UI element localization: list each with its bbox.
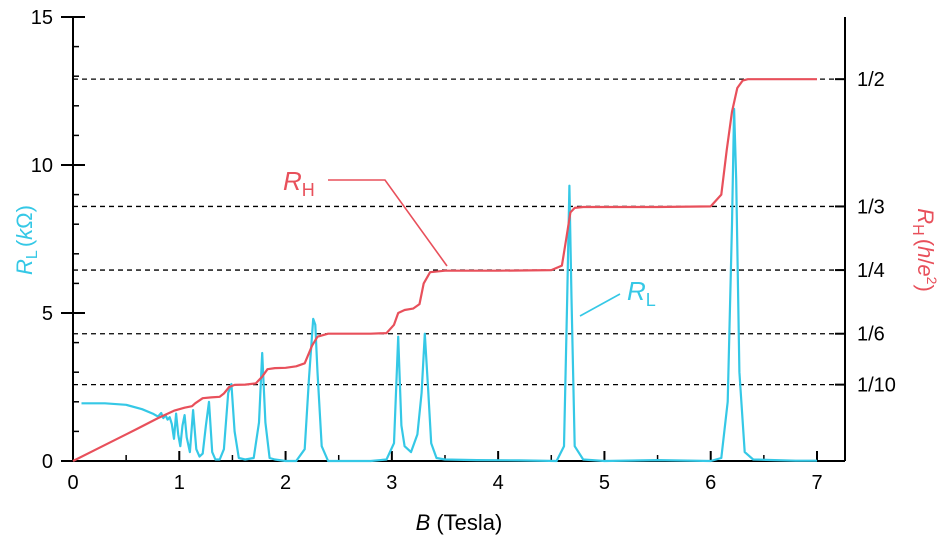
right-y-h: h: [913, 246, 938, 258]
right-y-e: e: [913, 264, 938, 276]
rh-annotation-sub: H: [302, 180, 315, 200]
right-axis-label: 1/3: [857, 196, 885, 218]
plot-frame: [72, 17, 846, 462]
x-tick-label: 4: [493, 472, 504, 494]
right-y-close: ): [913, 284, 938, 291]
x-tick-label: 7: [811, 472, 822, 494]
right-axis-label: 1/2: [857, 69, 885, 91]
right-y-var: R: [913, 208, 938, 224]
rh-annotation: RH: [283, 166, 448, 267]
rh-annotation-var: R: [283, 166, 302, 196]
y-ticks: 0 5 10 15: [31, 7, 85, 473]
x-tick-label: 0: [67, 472, 78, 494]
right-y-slash: /: [913, 258, 938, 265]
y-tick-label: 10: [31, 155, 53, 177]
x-axis-unit: (Tesla): [436, 510, 502, 535]
x-tick-label: 1: [174, 472, 185, 494]
x-axis-var: B: [416, 510, 431, 535]
right-axis-label: 1/6: [857, 324, 885, 346]
right-axis-labels: 1/2 1/3 1/4 1/6 1/10: [835, 69, 896, 397]
x-axis-label: B (Tesla): [416, 510, 503, 535]
rl-series-line: [81, 107, 817, 463]
y-tick-label: 0: [42, 451, 53, 473]
x-ticks: 0 1 2 3 4 5 6 7: [67, 451, 823, 494]
reference-lines: [73, 78, 845, 386]
rl-annotation-label: RL: [627, 276, 656, 310]
rl-annotation-var: R: [627, 276, 646, 306]
rh-annotation-label: RH: [283, 166, 315, 200]
left-y-axis-label: RL (kΩ): [12, 205, 41, 275]
right-y-sub: H: [909, 224, 926, 236]
right-y-open: (: [913, 239, 938, 247]
right-y-axis-label: RH (h/e2): [909, 208, 940, 292]
rl-annotation: RL: [579, 276, 656, 317]
rh-annotation-leader: [328, 179, 448, 267]
minor-ticks: [73, 45, 765, 461]
rl-annotation-sub: L: [646, 290, 656, 310]
x-tick-label: 6: [705, 472, 716, 494]
left-y-open: (: [12, 239, 37, 247]
left-y-k: k: [12, 228, 37, 240]
right-axis-label: 1/10: [857, 375, 896, 397]
x-tick-label: 5: [599, 472, 610, 494]
right-axis-label: 1/4: [857, 260, 885, 282]
rl-annotation-leader: [579, 293, 621, 317]
y-tick-label: 15: [31, 7, 53, 29]
x-tick-label: 3: [386, 472, 397, 494]
x-tick-label: 2: [280, 472, 291, 494]
y-tick-label: 5: [42, 303, 53, 325]
left-y-omega: Ω: [12, 212, 37, 228]
left-y-close: ): [12, 205, 37, 212]
left-y-sub: L: [24, 250, 41, 259]
rh-series-line: [72, 78, 817, 462]
left-y-var: R: [12, 259, 37, 275]
right-y-pow: 2: [924, 277, 940, 285]
